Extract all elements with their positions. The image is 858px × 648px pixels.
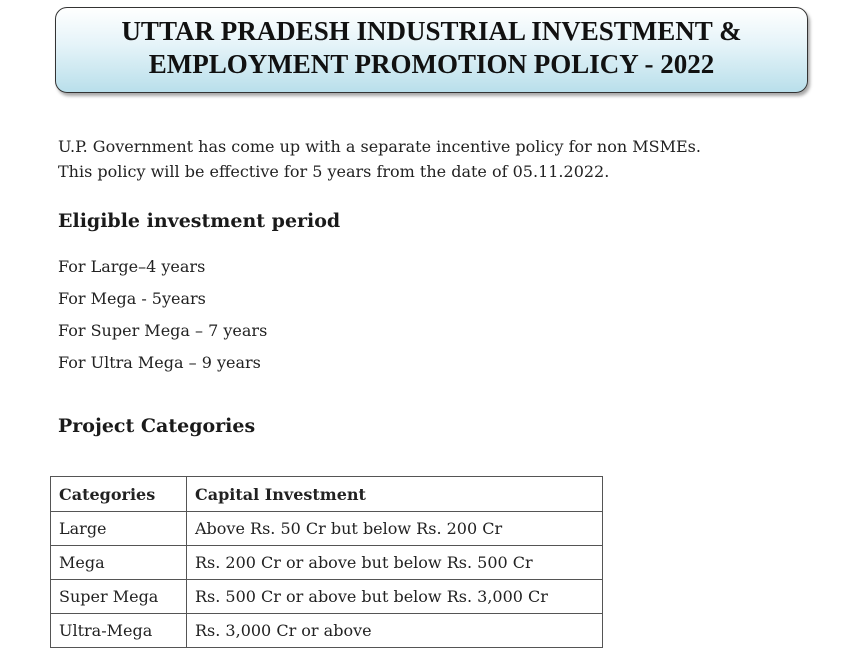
page: UTTAR PRADESH INDUSTRIAL INVESTMENT & EM… <box>50 7 808 648</box>
cell: Super Mega <box>50 579 187 614</box>
cell: Rs. 3,000 Cr or above <box>186 613 603 648</box>
list-item: For Large–4 years <box>58 257 206 276</box>
table-row: Large Above Rs. 50 Cr but below Rs. 200 C… <box>50 511 603 546</box>
list-item: For Super Mega – 7 years <box>58 321 268 340</box>
header-cell: Categories <box>50 476 187 512</box>
table-row: Super Mega Rs. 500 Cr or above but below … <box>50 579 603 614</box>
title-box: UTTAR PRADESH INDUSTRIAL INVESTMENT & EM… <box>55 7 808 93</box>
header-cell: Capital Investment <box>186 476 603 512</box>
intro-line: This policy will be effective for 5 year… <box>58 162 610 181</box>
cell: Ultra-Mega <box>50 613 187 648</box>
intro-line: U.P. Government has come up with a separ… <box>58 137 701 156</box>
title-line: UTTAR PRADESH INDUSTRIAL INVESTMENT & <box>121 16 742 46</box>
cell: Rs. 500 Cr or above but below Rs. 3,000 … <box>186 579 603 614</box>
cell: Above Rs. 50 Cr but below Rs. 200 Cr <box>186 511 603 546</box>
table-header: Categories Capital Investment <box>50 476 603 512</box>
list-item: For Ultra Mega – 9 years <box>58 353 261 372</box>
cell: Large <box>50 511 187 546</box>
section-heading: Project Categories <box>58 415 256 437</box>
title-line: EMPLOYMENT PROMOTION POLICY - 2022 <box>148 49 715 79</box>
cell: Mega <box>50 545 187 580</box>
category-table: Categories Capital Investment Large Above… <box>50 476 603 648</box>
cell: Rs. 200 Cr or above but below Rs. 500 Cr <box>186 545 603 580</box>
table-row: Mega Rs. 200 Cr or above but below Rs. 50… <box>50 545 603 580</box>
list-item: For Mega - 5years <box>58 289 206 308</box>
table-row: Ultra-Mega Rs. 3,000 Cr or above <box>50 613 603 648</box>
section-heading: Eligible investment period <box>58 210 341 232</box>
